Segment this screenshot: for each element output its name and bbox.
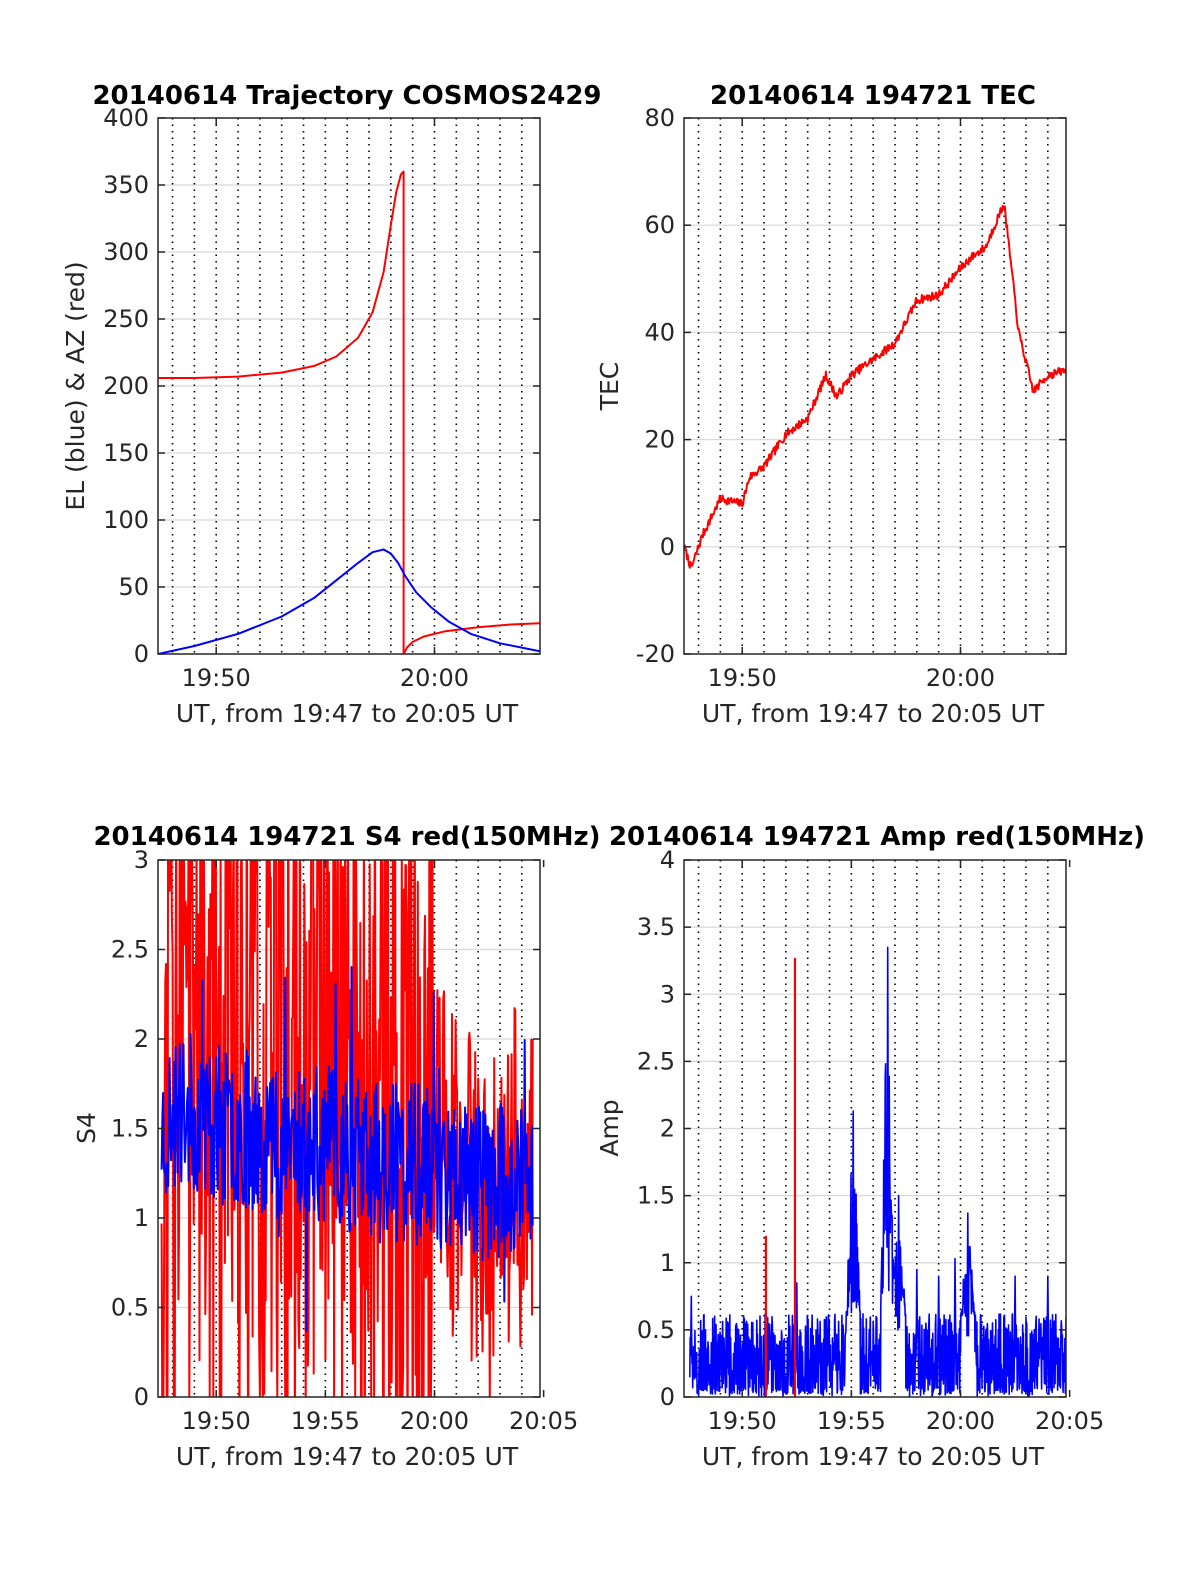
trajectory-ytick-label: 400 bbox=[103, 104, 149, 132]
panel-tec: 20140614 194721 TEC UT, from 19:47 to 20… bbox=[595, 81, 1045, 728]
amp-xtick-label: 20:00 bbox=[926, 1407, 995, 1435]
amp-ytick-label: 1 bbox=[660, 1249, 675, 1277]
amp-ytick-label: 1.5 bbox=[637, 1182, 675, 1210]
panel-amp: 20140614 194721 Amp red(150MHz) UT, from… bbox=[595, 822, 1145, 1471]
s4-xtick-label: 20:05 bbox=[509, 1407, 578, 1435]
trajectory-xlabel: UT, from 19:47 to 20:05 UT bbox=[176, 699, 519, 728]
trajectory-ytick-label: 250 bbox=[103, 305, 149, 333]
trajectory-xtick-label: 19:50 bbox=[182, 664, 251, 692]
tec-title: 20140614 194721 TEC bbox=[710, 81, 1036, 111]
amp-ytick-label: 3.5 bbox=[637, 913, 675, 941]
s4-ytick-label: 0.5 bbox=[111, 1294, 149, 1322]
s4-title: 20140614 194721 S4 red(150MHz) bbox=[93, 822, 600, 852]
trajectory-title: 20140614 Trajectory COSMOS2429 bbox=[92, 81, 601, 111]
amp-xtick-label: 19:55 bbox=[817, 1407, 886, 1435]
amp-xtick-label: 20:05 bbox=[1035, 1407, 1104, 1435]
tec-ytick-label: -20 bbox=[636, 640, 675, 668]
amp-ytick-label: 2 bbox=[660, 1115, 675, 1143]
panel-s4: 20140614 194721 S4 red(150MHz) UT, from … bbox=[72, 822, 601, 1471]
tec-ytick-label: 20 bbox=[644, 426, 675, 454]
tec-xtick-label: 20:00 bbox=[926, 664, 995, 692]
s4-xlabel: UT, from 19:47 to 20:05 UT bbox=[176, 1442, 519, 1471]
tec-ytick-label: 60 bbox=[644, 211, 675, 239]
trajectory-series-blue bbox=[158, 548, 540, 654]
s4-xtick-label: 20:00 bbox=[400, 1407, 469, 1435]
trajectory-ytick-label: 150 bbox=[103, 439, 149, 467]
trajectory-ytick-label: 200 bbox=[103, 372, 149, 400]
s4-ytick-label: 3 bbox=[134, 846, 149, 874]
panel-trajectory: 20140614 Trajectory COSMOS2429 UT, from … bbox=[61, 81, 602, 728]
tec-ylabel: TEC bbox=[595, 362, 624, 412]
tec-series-group bbox=[684, 204, 1066, 569]
s4-series-group bbox=[160, 860, 534, 1397]
s4-ytick-label: 2.5 bbox=[111, 936, 149, 964]
amp-ytick-label: 4 bbox=[660, 846, 675, 874]
trajectory-series-red bbox=[158, 170, 540, 654]
trajectory-ytick-label: 100 bbox=[103, 506, 149, 534]
tec-xtick-label: 19:50 bbox=[708, 664, 777, 692]
s4-series-blue bbox=[160, 966, 534, 1332]
trajectory-series-group bbox=[158, 170, 540, 654]
tec-ytick-label: 80 bbox=[644, 104, 675, 132]
s4-ylabel: S4 bbox=[72, 1112, 101, 1144]
amp-ylabel: Amp bbox=[595, 1099, 624, 1156]
tec-xlabel: UT, from 19:47 to 20:05 UT bbox=[702, 699, 1045, 728]
amp-ytick-label: 3 bbox=[660, 980, 675, 1008]
amp-series-group bbox=[688, 946, 1066, 1397]
s4-xtick-label: 19:55 bbox=[291, 1407, 360, 1435]
s4-ytick-label: 2 bbox=[134, 1025, 149, 1053]
trajectory-xtick-label: 20:00 bbox=[400, 664, 469, 692]
s4-ytick-label: 0 bbox=[134, 1383, 149, 1411]
s4-plot: 0 0.5 1 1.5 2 2.5 3 19:50 19:55 20:00 20:05 bbox=[111, 846, 578, 1435]
trajectory-plot: 0 50 100 150 200 250 300 350 400 19:50 20:00 bbox=[103, 104, 541, 692]
tec-axes-box bbox=[683, 117, 1067, 655]
tec-plot: -20 0 20 40 60 80 19:50 20:00 bbox=[636, 104, 1067, 692]
amp-ytick-label: 0 bbox=[660, 1383, 675, 1411]
trajectory-ylabel: EL (blue) & AZ (red) bbox=[61, 261, 90, 510]
trajectory-ytick-label: 50 bbox=[118, 573, 149, 601]
tec-ytick-label: 40 bbox=[644, 318, 675, 346]
s4-ytick-label: 1 bbox=[134, 1204, 149, 1232]
amp-xtick-label: 19:50 bbox=[708, 1407, 777, 1435]
amp-title: 20140614 194721 Amp red(150MHz) bbox=[609, 822, 1145, 852]
s4-ytick-label: 1.5 bbox=[111, 1115, 149, 1143]
s4-xtick-label: 19:50 bbox=[182, 1407, 251, 1435]
amp-ytick-label: 0.5 bbox=[637, 1316, 675, 1344]
trajectory-ytick-label: 0 bbox=[134, 640, 149, 668]
tec-ytick-label: 0 bbox=[660, 533, 675, 561]
amp-xlabel: UT, from 19:47 to 20:05 UT bbox=[702, 1442, 1045, 1471]
trajectory-ytick-label: 350 bbox=[103, 171, 149, 199]
trajectory-ytick-label: 300 bbox=[103, 238, 149, 266]
amp-series-blue bbox=[688, 946, 1066, 1397]
amp-plot: 0 0.5 1 1.5 2 2.5 3 3.5 4 19:50 19:55 20:00 20:05 bbox=[637, 846, 1104, 1435]
tec-series-red bbox=[684, 204, 1066, 569]
amp-ytick-label: 2.5 bbox=[637, 1047, 675, 1075]
